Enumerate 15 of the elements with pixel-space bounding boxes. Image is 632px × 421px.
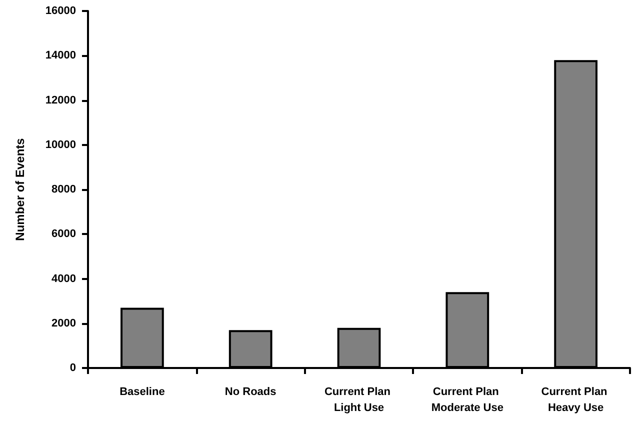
y-tick-label: 2000 <box>52 317 76 330</box>
y-tick-label: 16000 <box>45 5 76 17</box>
x-tick-label: Baseline <box>120 386 165 398</box>
x-tick-label: Current Plan Moderate Use <box>431 386 504 414</box>
y-axis-title: Number of Events <box>13 138 27 241</box>
x-tick-label: No Roads <box>224 386 276 398</box>
y-tick-label: 8000 <box>52 184 76 196</box>
y-tick-label: 6000 <box>52 228 76 240</box>
y-tick-label: 12000 <box>45 94 76 106</box>
x-tick-label: Current Plan Light Use <box>324 386 394 414</box>
y-tick-label: 4000 <box>52 272 76 285</box>
x-tick-label: Current Plan Heavy Use <box>541 386 610 414</box>
y-tick-label: 14000 <box>45 50 76 62</box>
y-tick-label: 0 <box>70 362 76 374</box>
y-tick-label: 10000 <box>45 138 76 151</box>
